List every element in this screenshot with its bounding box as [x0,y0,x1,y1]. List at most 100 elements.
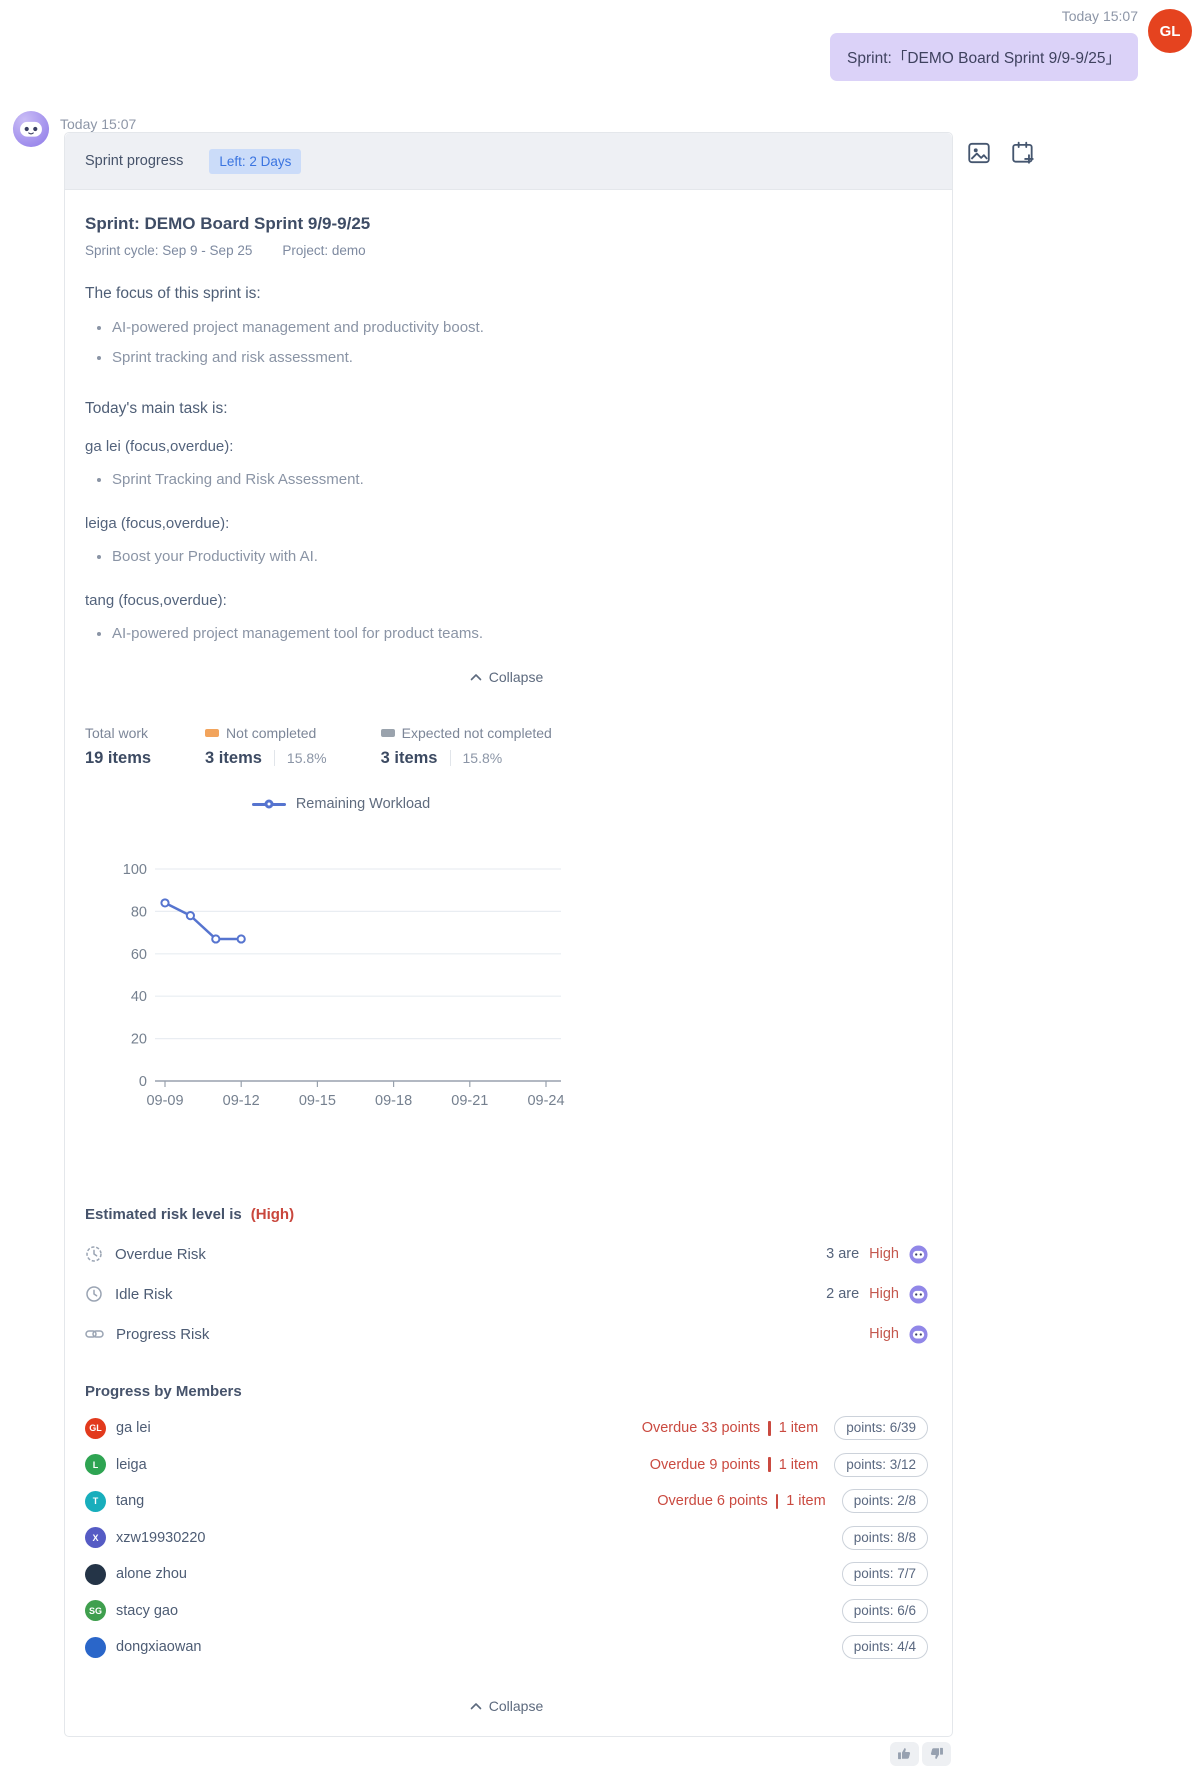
member-overdue: Overdue 33 points 1 item [641,1420,819,1437]
risk-level: High [869,1286,899,1302]
collapse-toggle-bottom[interactable]: Collapse [85,1696,928,1716]
task-item: AI-powered project management tool for p… [112,619,928,649]
progress-risk-icon [85,1330,104,1338]
today-heading: Today's main task is: [85,400,228,417]
chevron-up-icon [470,674,482,681]
risk-level: High [869,1326,899,1342]
risk-row-progress: Progress Risk High [85,1324,928,1344]
image-icon[interactable] [966,140,992,166]
thumbs-up-icon [898,1747,911,1760]
member-points-badge: points: 3/12 [834,1452,928,1477]
member-name: alone zhou [116,1566,187,1583]
risk-row-overdue: Overdue Risk 3 are High [85,1244,928,1264]
thumbs-up-button[interactable] [890,1741,919,1766]
member-overdue: Overdue 9 points 1 item [649,1456,819,1473]
member-avatar [85,1563,106,1585]
sprint-progress-message: Sprint progress Left: 2 Days Sprint: DEM… [64,132,1034,1766]
ai-bot-icon[interactable] [909,1324,928,1344]
user-message-bubble: Sprint:「DEMO Board Sprint 9/9-9/25」 [830,33,1138,81]
risk-heading: Estimated risk level is (High) [85,1206,295,1223]
thumbs-down-button[interactable] [922,1741,951,1766]
member-avatar: GL [85,1417,106,1439]
calendar-add-icon[interactable] [1010,140,1036,166]
svg-text:0: 0 [139,1074,147,1090]
sprint-title: Sprint: DEMO Board Sprint 9/9-9/25 [85,214,371,233]
sprint-cycle: Sprint cycle: Sep 9 - Sep 25 [85,243,253,258]
member-task-group: leiga (focus,overdue): [85,515,230,532]
divider [768,1457,771,1473]
member-name: tang [116,1493,145,1510]
member-name: ga lei [116,1420,151,1437]
focus-heading: The focus of this sprint is: [85,285,261,302]
user-message-time: Today 15:07 [1061,8,1138,24]
burndown-chart-block: Remaining Workload 0 20 40 60 80 100 09-09 09-1… [85,796,597,1118]
user-avatar[interactable]: GL [1148,9,1192,53]
member-name: leiga [116,1456,147,1473]
member-points-badge: points: 7/7 [841,1562,928,1587]
stat-total-work: Total work 19 items [85,725,152,767]
risk-level: High [869,1246,899,1262]
stat-expected-not-completed: Expected not completed 3 items 15.8% [380,725,552,767]
days-left-badge: Left: 2 Days [209,148,302,174]
risk-count: 3 are [826,1246,860,1262]
member-points-badge: points: 2/8 [841,1489,928,1514]
bot-avatar[interactable] [12,110,50,148]
members-list: GL ga lei Overdue 33 points 1 item points: 6… [85,1410,928,1666]
sprint-stats: Total work 19 items Not completed 3 item… [85,725,928,768]
member-row: GL ga lei Overdue 33 points 1 item points: 6… [85,1410,928,1447]
members-heading: Progress by Members [85,1383,242,1400]
member-avatar: L [85,1454,106,1476]
member-avatar [85,1636,106,1658]
member-task-group: tang (focus,overdue): [85,592,227,609]
svg-text:09-09: 09-09 [146,1093,183,1109]
user-message: Today 15:07 Sprint:「DEMO Board Sprint 9/… [830,8,1192,81]
focus-item: AI-powered project management and produc… [112,313,928,343]
svg-text:40: 40 [131,989,147,1005]
task-item: Boost your Productivity with AI. [112,542,928,572]
svg-text:09-18: 09-18 [375,1093,412,1109]
feedback-buttons [890,1741,951,1766]
divider [775,1493,779,1509]
member-row: SG stacy gao points: 6/6 [85,1593,928,1630]
svg-text:09-15: 09-15 [299,1093,336,1109]
ai-bot-icon[interactable] [909,1244,928,1264]
member-name: dongxiaowan [116,1639,202,1656]
expected-not-completed-swatch [380,729,395,737]
chevron-up-icon [470,1702,482,1709]
divider [768,1420,771,1436]
svg-text:09-21: 09-21 [451,1093,488,1109]
stat-not-completed: Not completed 3 items 15.8% [205,725,327,767]
legend-label: Remaining Workload [295,796,431,812]
burndown-chart: 0 20 40 60 80 100 09-09 09-12 09-15 09-18 09-21 09-… [123,862,565,1109]
member-points-badge: points: 6/6 [841,1598,928,1623]
collapse-toggle-top[interactable]: Collapse [85,667,928,687]
idle-risk-icon [86,1286,102,1302]
bot-message-time: Today 15:07 [60,116,137,132]
svg-text:80: 80 [131,904,147,920]
overdue-risk-icon [86,1246,102,1262]
member-avatar: T [85,1490,106,1512]
svg-text:60: 60 [131,947,147,963]
svg-text:20: 20 [131,1032,147,1048]
svg-text:09-24: 09-24 [527,1093,564,1109]
sprint-progress-card: Sprint progress Left: 2 Days Sprint: DEM… [64,132,953,1737]
member-points-badge: points: 8/8 [841,1525,928,1550]
member-row: dongxiaowan points: 4/4 [85,1629,928,1666]
member-points-badge: points: 4/4 [841,1635,928,1660]
member-name: xzw19930220 [116,1529,206,1546]
svg-text:09-12: 09-12 [223,1093,260,1109]
risk-count: 2 are [826,1286,860,1302]
member-points-badge: points: 6/39 [834,1416,928,1441]
thumbs-down-icon [930,1747,943,1760]
chart-legend: Remaining Workload [85,796,597,812]
card-title: Sprint progress [85,153,184,169]
sprint-project: Project: demo [282,243,366,258]
member-row: alone zhou points: 7/7 [85,1556,928,1593]
risk-row-idle: Idle Risk 2 are High [85,1284,928,1304]
ai-bot-icon[interactable] [909,1284,928,1304]
member-avatar: X [85,1527,106,1549]
member-avatar: SG [85,1600,106,1622]
task-item: Sprint Tracking and Risk Assessment. [112,465,928,495]
